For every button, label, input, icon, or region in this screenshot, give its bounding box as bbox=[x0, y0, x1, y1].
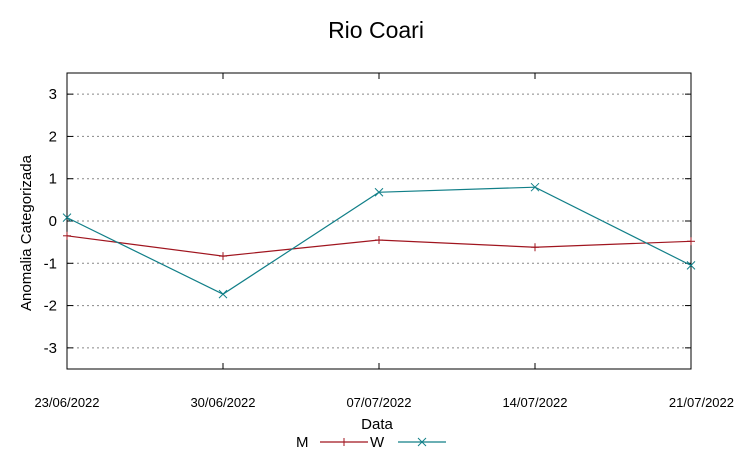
data-point-W bbox=[218, 289, 228, 299]
y-tick-label: 1 bbox=[49, 171, 57, 188]
legend-marker-W bbox=[417, 437, 427, 447]
data-point-M bbox=[63, 231, 71, 240]
data-point-W bbox=[374, 187, 384, 197]
y-tick-label: -2 bbox=[44, 298, 57, 315]
series-group bbox=[62, 182, 696, 299]
y-tick-label: 2 bbox=[49, 128, 57, 145]
data-point-W bbox=[530, 182, 540, 192]
data-point-W bbox=[62, 213, 72, 222]
y-axis-ticks: 3 2 1 0 -1 -2 -3 bbox=[44, 86, 691, 357]
data-point-M bbox=[531, 243, 539, 252]
x-axis-label: Data bbox=[361, 416, 393, 433]
x-tick-label: 30/06/2022 bbox=[190, 395, 255, 410]
y-tick-label: 0 bbox=[49, 213, 57, 230]
y-tick-label: -3 bbox=[44, 340, 57, 357]
data-point-M bbox=[375, 236, 383, 245]
x-tick-label: 21/07/2022 bbox=[669, 395, 734, 410]
data-point-W bbox=[686, 261, 696, 270]
legend-label-W: W bbox=[370, 434, 385, 451]
data-point-M bbox=[219, 252, 227, 261]
legend-marker-M bbox=[340, 438, 348, 446]
y-tick-label: -1 bbox=[44, 255, 57, 272]
x-tick-label: 07/07/2022 bbox=[346, 395, 411, 410]
chart-title: Rio Coari bbox=[328, 17, 424, 43]
x-tick-label: 14/07/2022 bbox=[502, 395, 567, 410]
grid-lines bbox=[67, 93, 691, 349]
y-axis-label: Anomalia Categorizada bbox=[18, 154, 35, 311]
x-tick-label: 23/06/2022 bbox=[34, 395, 99, 410]
x-axis-ticks: 23/06/2022 30/06/2022 07/07/2022 14/07/2022… bbox=[34, 73, 734, 410]
legend-label-M: M bbox=[296, 434, 309, 451]
y-tick-label: 3 bbox=[49, 86, 57, 103]
data-point-M bbox=[687, 237, 695, 246]
